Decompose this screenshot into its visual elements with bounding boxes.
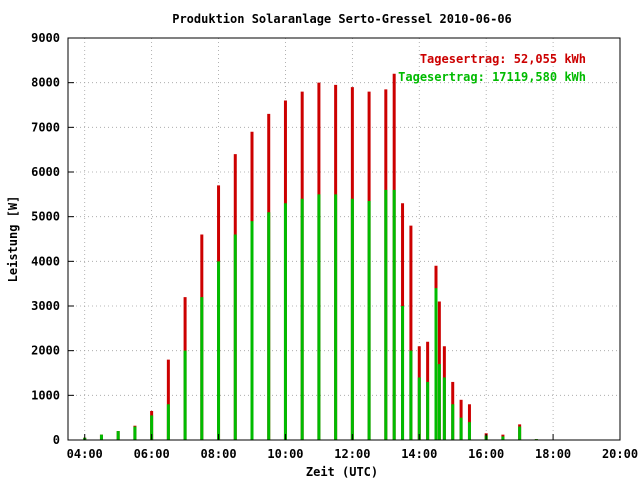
plot-frame xyxy=(67,37,621,441)
y-axis-label: Leistung [W] xyxy=(6,196,20,283)
bars xyxy=(83,73,538,440)
x-tick-label: 10:00 xyxy=(267,447,303,461)
y-tick-label: 9000 xyxy=(31,31,60,45)
y-tick-label: 5000 xyxy=(31,210,60,224)
x-tick-label: 16:00 xyxy=(468,447,504,461)
y-tick-label: 8000 xyxy=(31,76,60,90)
y-tick-label: 3000 xyxy=(31,299,60,313)
annotation-green: Tagesertrag: 17119,580 kWh xyxy=(398,70,586,84)
x-tick-label: 06:00 xyxy=(134,447,170,461)
y-tick-label: 6000 xyxy=(31,165,60,179)
ticks: 04:00 06:00 08:00 10:00 12:00 14:00 16:00 18:00… xyxy=(31,31,638,461)
y-tick-label: 2000 xyxy=(31,344,60,358)
y-tick-label: 7000 xyxy=(31,120,60,134)
chart-title: Produktion Solaranlage Serto-Gressel 201… xyxy=(172,12,512,26)
x-tick-label: 18:00 xyxy=(535,447,571,461)
y-tick-label: 1000 xyxy=(31,388,60,402)
x-tick-label: 20:00 xyxy=(602,447,638,461)
x-tick-label: 04:00 xyxy=(67,447,103,461)
x-axis-label: Zeit (UTC) xyxy=(306,465,378,479)
x-tick-label: 08:00 xyxy=(200,447,236,461)
y-tick-label: 4000 xyxy=(31,254,60,268)
series-1 xyxy=(83,189,538,440)
annotation-red: Tagesertrag: 52,055 kWh xyxy=(420,52,586,66)
x-tick-label: 14:00 xyxy=(401,447,437,461)
y-tick-label: 0 xyxy=(53,433,60,447)
x-tick-label: 12:00 xyxy=(334,447,370,461)
